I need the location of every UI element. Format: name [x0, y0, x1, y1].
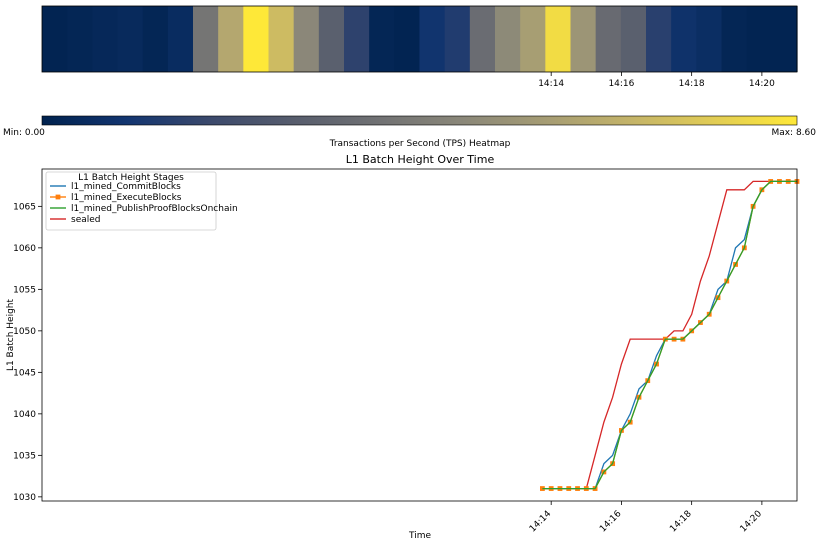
heatmap-tick-label: 14:14: [538, 79, 564, 89]
heatmap-frame: [41, 5, 798, 73]
x-axis-ticks: 14:14 14:16 14:18 14:20: [528, 501, 764, 534]
legend-items: l1_mined_CommitBlocksl1_mined_ExecuteBlo…: [50, 182, 238, 225]
heatmap-tick-label: 14:16: [608, 79, 634, 89]
heatmap-cell: [193, 6, 219, 72]
colorbar-min-label: Min: 0.00: [3, 128, 45, 138]
x-tick-label: 14:16: [598, 509, 624, 535]
colorbar-title: Transactions per Second (TPS) Heatmap: [329, 139, 511, 149]
y-tick-label: 1055: [13, 285, 36, 295]
tps-heatmap: 14:14 14:16 14:18 14:20: [41, 5, 798, 89]
heatmap-cell: [771, 6, 798, 72]
heatmap-cell: [92, 6, 119, 72]
x-tick-label: 14:14: [528, 509, 554, 535]
legend-label: l1_mined_PublishProofBlocksOnchain: [71, 204, 238, 214]
heatmap-cell: [67, 6, 93, 72]
heatmap-cell: [495, 6, 521, 72]
y-axis-label: L1 Batch Height: [6, 298, 16, 371]
heatmap-cell: [167, 6, 194, 72]
heatmap-cell: [721, 6, 748, 72]
legend-label: sealed: [71, 215, 101, 225]
y-tick-label: 1030: [13, 493, 36, 503]
legend-marker: [55, 194, 61, 200]
legend-title: L1 Batch Height Stages: [78, 173, 184, 183]
heatmap-cell: [117, 6, 144, 72]
heatmap-cell: [142, 6, 169, 72]
heatmap-cell: [344, 6, 370, 72]
legend-label: l1_mined_ExecuteBlocks: [71, 193, 182, 203]
y-axis-ticks: 1030 1035 1040 1045 1050 1055 1060 1065: [13, 202, 42, 503]
legend-label: l1_mined_CommitBlocks: [71, 182, 181, 192]
x-tick-label: 14:20: [739, 509, 765, 535]
heatmap-cell: [545, 6, 572, 72]
y-tick-label: 1065: [13, 202, 36, 212]
heatmap-cell: [394, 6, 421, 72]
heatmap-cell: [646, 6, 672, 72]
heatmap-cell: [419, 6, 446, 72]
heatmap-cell: [318, 6, 345, 72]
heatmap-cell: [268, 6, 295, 72]
heatmap-tick-label: 14:20: [749, 79, 775, 89]
batch-height-chart: L1 Batch Height Over Time 10301035104010…: [6, 153, 800, 541]
heatmap-cell: [469, 6, 496, 72]
heatmap-cell: [570, 6, 597, 72]
heatmap-cell: [520, 6, 546, 72]
heatmap-cell: [620, 6, 647, 72]
x-axis-label: Time: [408, 531, 431, 541]
colorbar-max-label: Max: 8.60: [771, 128, 816, 138]
legend-box: [45, 171, 217, 231]
heatmap-cell: [293, 6, 320, 72]
heatmap-x-ticks: 14:14 14:16 14:18 14:20: [538, 72, 775, 89]
series-line-l1-mined-publishproofblocksonchain: [542, 180, 797, 490]
chart-title: L1 Batch Height Over Time: [346, 153, 495, 166]
heatmap-cell: [42, 6, 68, 72]
heatmap-cell: [671, 6, 697, 72]
heatmap-cell: [696, 6, 723, 72]
colorbar-gradient: [41, 115, 798, 126]
series-lines: [540, 179, 800, 491]
heatmap-cell: [746, 6, 773, 72]
plot-frame: [41, 168, 798, 502]
heatmap-cell: [218, 6, 244, 72]
y-tick-label: 1045: [13, 368, 36, 378]
heatmap-cell: [243, 6, 270, 72]
heatmap-cells: [42, 6, 798, 72]
heatmap-cell: [444, 6, 471, 72]
legend: L1 Batch Height Stages l1_mined_CommitBl…: [45, 171, 238, 231]
series-line-sealed: [542, 180, 797, 490]
heatmap-cell: [369, 6, 395, 72]
y-tick-label: 1040: [13, 410, 36, 420]
y-tick-label: 1035: [13, 451, 36, 461]
y-tick-label: 1060: [13, 244, 36, 254]
heatmap-cell: [595, 6, 622, 72]
heatmap-tick-label: 14:18: [679, 79, 705, 89]
x-tick-label: 14:18: [668, 509, 694, 535]
y-tick-label: 1050: [13, 327, 36, 337]
tps-colorbar: Min: 0.00 Max: 8.60 Transactions per Sec…: [3, 115, 816, 149]
